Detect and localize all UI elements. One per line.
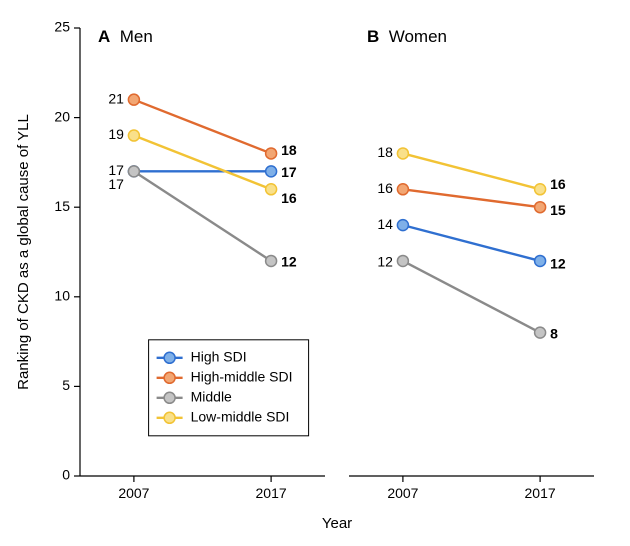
legend-marker: [164, 412, 175, 423]
y-axis-title: Ranking of CKD as a global cause of YLL: [15, 114, 32, 390]
y-tick-label: 5: [62, 377, 70, 393]
data-label-start: 14: [377, 216, 393, 232]
data-label-end: 12: [281, 254, 297, 270]
data-label-end: 15: [550, 202, 566, 218]
series-line-3: [403, 153, 540, 189]
series-marker-1: [266, 148, 277, 159]
panel-title: A Men: [98, 27, 153, 46]
data-label-start: 16: [377, 180, 393, 196]
data-label-end: 18: [281, 142, 297, 158]
data-label-start: 21: [108, 90, 124, 106]
x-tick-label: 2007: [387, 485, 418, 501]
data-label-start: 17: [108, 176, 124, 192]
data-label-start: 18: [377, 144, 393, 160]
series-marker-2: [128, 166, 139, 177]
series-line-1: [134, 100, 271, 154]
chart-svg: 0 5 10 15 20 25 Ranking of CKD as a global cau…: [0, 0, 630, 546]
legend-label: High SDI: [191, 349, 247, 365]
series-marker-2: [397, 255, 408, 266]
legend-label: Low-middle SDI: [191, 409, 290, 425]
x-tick-label: 2007: [118, 485, 149, 501]
legend-label: High-middle SDI: [191, 369, 293, 385]
y-tick-label: 20: [54, 108, 70, 124]
series-line-2: [134, 171, 271, 261]
series-marker-2: [535, 327, 546, 338]
legend-marker: [164, 352, 175, 363]
series-marker-1: [535, 202, 546, 213]
series-marker-3: [266, 184, 277, 195]
series-marker-3: [128, 130, 139, 141]
data-label-end: 12: [550, 256, 566, 272]
data-label-end: 16: [550, 176, 566, 192]
x-axis-title: Year: [322, 515, 352, 532]
series-marker-3: [397, 148, 408, 159]
series-marker-0: [397, 220, 408, 231]
data-label-end: 17: [281, 164, 297, 180]
panel-letter: B: [367, 27, 379, 46]
x-tick-label: 2017: [525, 485, 556, 501]
panel-subtitle: Men: [120, 27, 153, 46]
y-tick-label: 15: [54, 198, 70, 214]
data-label-end: 8: [550, 325, 558, 341]
series-marker-2: [266, 255, 277, 266]
series-line-0: [403, 225, 540, 261]
series-marker-1: [128, 94, 139, 105]
series-marker-1: [397, 184, 408, 195]
y-tick-label: 25: [54, 19, 70, 35]
panel-title: B Women: [367, 27, 447, 46]
panel-subtitle: Women: [389, 27, 447, 46]
y-tick-label: 10: [54, 288, 70, 304]
series-marker-3: [535, 184, 546, 195]
legend-marker: [164, 372, 175, 383]
series-marker-0: [535, 255, 546, 266]
chart-root: 0 5 10 15 20 25 Ranking of CKD as a global cau…: [0, 0, 630, 546]
data-label-start: 19: [108, 126, 124, 142]
legend-label: Middle: [191, 389, 232, 405]
series-line-2: [403, 261, 540, 333]
data-label-start: 12: [377, 254, 393, 270]
data-label-end: 16: [281, 190, 297, 206]
y-tick-label: 0: [62, 467, 70, 483]
series-line-3: [134, 136, 271, 190]
legend-marker: [164, 392, 175, 403]
x-tick-label: 2017: [256, 485, 287, 501]
series-line-1: [403, 189, 540, 207]
series-marker-0: [266, 166, 277, 177]
panel-letter: A: [98, 27, 110, 46]
